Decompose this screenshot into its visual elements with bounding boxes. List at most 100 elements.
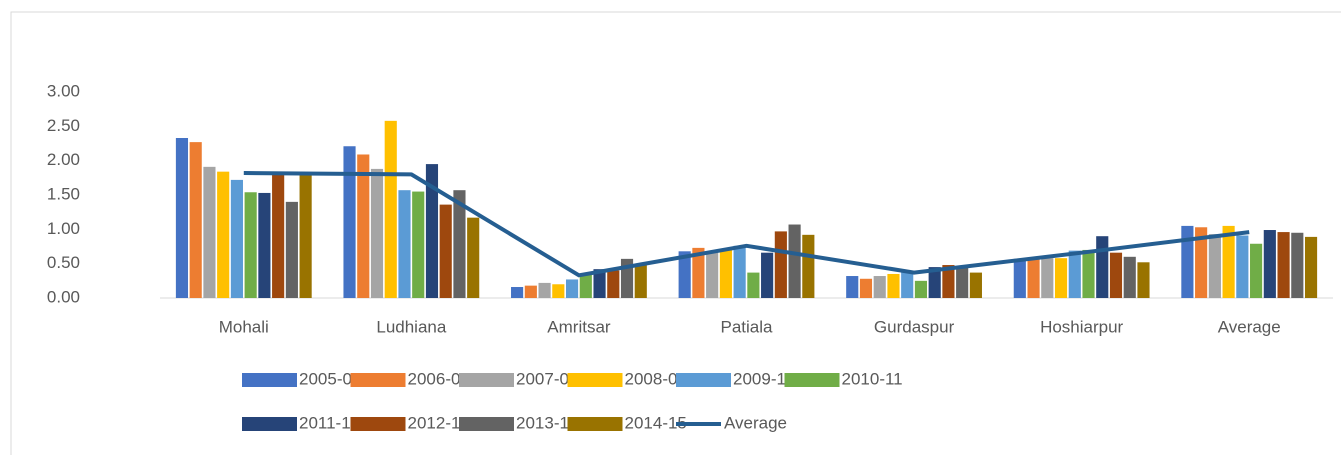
bar [565, 279, 579, 298]
legend-swatch [459, 373, 514, 387]
y-tick-label: 1.00 [47, 219, 80, 238]
x-tick-label: Average [1218, 317, 1281, 336]
bar [425, 164, 439, 298]
bar [343, 146, 356, 298]
y-tick-label: 0.00 [47, 287, 80, 306]
bar [230, 179, 243, 298]
y-tick-label: 2.50 [47, 116, 80, 135]
legend-label: 2005-06 [299, 369, 361, 388]
bar [299, 172, 312, 298]
bar [412, 191, 425, 298]
legend-label: 2012-13 [408, 413, 470, 432]
bar [788, 224, 801, 298]
bar [1291, 232, 1304, 298]
bar [244, 192, 257, 298]
bar [175, 138, 189, 298]
bar [706, 252, 719, 298]
legend-label: 2008-09 [625, 369, 687, 388]
legend-label: 2013-14 [516, 413, 578, 432]
bar [634, 265, 647, 298]
bar [467, 217, 480, 298]
bar [203, 166, 216, 298]
line [243, 171, 1250, 278]
legend-swatch [242, 417, 297, 431]
legend-label: Average [724, 413, 787, 432]
bar [607, 270, 620, 298]
bar [859, 278, 873, 298]
x-tick-label: Gurdaspur [874, 317, 955, 336]
bar [956, 267, 969, 298]
bar [1222, 225, 1235, 298]
bar [370, 168, 384, 298]
bar [761, 252, 774, 298]
x-tick-label: Ludhiana [376, 317, 447, 336]
y-tick-label: 3.00 [47, 81, 80, 100]
bar [802, 234, 815, 298]
bar [1137, 262, 1150, 298]
bar [1041, 258, 1054, 298]
bar [1082, 249, 1095, 298]
legend-swatch [459, 417, 514, 431]
bar [1013, 258, 1026, 298]
bar [217, 171, 230, 298]
chart-border [10, 11, 1341, 455]
x-tick-label: Amritsar [547, 317, 611, 336]
y-tick-label: 2.00 [47, 150, 80, 169]
legend-label: 2006-07 [408, 369, 470, 388]
bar [511, 287, 524, 298]
bar [524, 285, 537, 298]
bar [1250, 243, 1263, 298]
bar [579, 273, 592, 298]
bar [1096, 236, 1109, 298]
bar [914, 280, 928, 298]
legend-swatch [784, 373, 840, 387]
bar [901, 270, 914, 298]
bar [692, 247, 705, 298]
bar [189, 142, 202, 298]
bar [357, 154, 370, 298]
bar [873, 276, 886, 298]
bar [258, 192, 271, 298]
bar [969, 272, 982, 298]
bar [1181, 225, 1194, 298]
bar [272, 174, 285, 298]
x-tick-label: Patiala [721, 317, 774, 336]
legend-label: 2014-15 [625, 413, 687, 432]
legend-swatch [350, 373, 406, 387]
y-tick-label: 0.50 [47, 253, 80, 272]
legend-swatch [242, 373, 297, 387]
bar [1123, 256, 1136, 298]
bar [719, 249, 732, 298]
bar [733, 245, 746, 298]
legend-swatch [350, 417, 406, 431]
bar [1109, 252, 1123, 298]
bar [928, 267, 941, 298]
y-tick-label: 1.50 [47, 184, 80, 203]
bar [1304, 236, 1318, 298]
x-tick-label: Hoshiarpur [1040, 317, 1123, 336]
bar [1277, 232, 1290, 298]
bar [1195, 227, 1208, 298]
bar [1068, 250, 1081, 298]
bar [846, 276, 859, 298]
bar [453, 190, 466, 298]
bar [1236, 235, 1249, 298]
bar [285, 201, 298, 298]
bar [439, 204, 452, 298]
bar [1208, 234, 1221, 298]
legend-swatch [567, 417, 623, 431]
bar [1027, 259, 1040, 298]
bar [1263, 230, 1276, 298]
bar [384, 120, 397, 298]
bar [678, 251, 691, 298]
x-tick-label: Mohali [219, 317, 269, 336]
bar [1054, 258, 1068, 298]
legend-label: 2009-10 [733, 369, 795, 388]
legend-label: 2011-12 [299, 413, 360, 432]
bar [887, 273, 900, 298]
bar [538, 282, 551, 298]
legend-label: 2007-08 [516, 369, 578, 388]
bar [942, 265, 955, 298]
bar [747, 272, 760, 298]
